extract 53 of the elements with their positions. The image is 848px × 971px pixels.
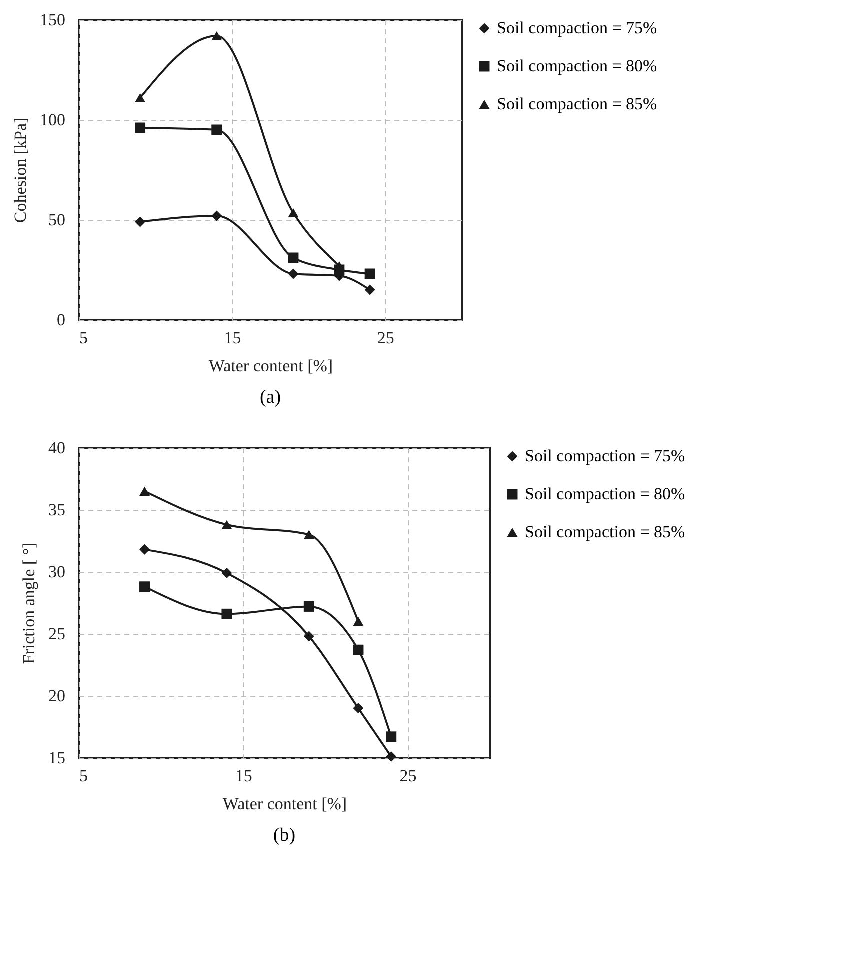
point (304, 601, 314, 612)
y-tick-label: 30 (48, 562, 66, 582)
y-tick-label: 35 (48, 500, 66, 520)
legend-label: Soil compaction = 80% (525, 484, 686, 504)
legend-label: Soil compaction = 85% (525, 522, 686, 542)
y-tick-label: 0 (57, 310, 66, 330)
legend-label: Soil compaction = 85% (497, 94, 658, 114)
point (212, 31, 222, 41)
point (222, 568, 232, 578)
x-tick-label: 25 (377, 328, 394, 348)
point (288, 208, 299, 218)
x-tick-label: 15 (235, 766, 252, 786)
point (304, 530, 314, 540)
point (288, 268, 299, 280)
point (364, 284, 376, 296)
point (140, 486, 150, 496)
y-tick-label: 100 (40, 110, 66, 130)
point (135, 93, 146, 103)
x-axis-title: Water content [%] (208, 356, 334, 376)
point (212, 124, 222, 136)
point (353, 644, 364, 656)
point (304, 631, 314, 642)
y-axis-title: Friction angle [ °] (20, 542, 38, 664)
y-tick-label: 50 (48, 210, 66, 230)
legend-label: Soil compaction = 75% (525, 446, 686, 466)
point (135, 122, 146, 134)
point (212, 210, 222, 222)
text: (a) (260, 387, 282, 408)
point (222, 520, 232, 530)
x-tick-label: 15 (224, 328, 242, 348)
y-axis-title: Cohesion [kPa] (11, 118, 30, 224)
y-tick-label: 150 (40, 10, 66, 30)
point (135, 216, 146, 228)
point (288, 252, 299, 264)
point (222, 608, 232, 620)
point (353, 617, 364, 626)
legend-label: Soil compaction = 75% (497, 18, 658, 38)
y-tick-label: 15 (48, 748, 66, 768)
x-tick-label: 5 (80, 766, 88, 786)
y-tick-label: 20 (48, 686, 66, 706)
point (140, 582, 150, 592)
point (353, 703, 364, 714)
y-tick-label: 25 (48, 624, 66, 644)
y-tick-label: 40 (48, 438, 66, 458)
x-tick-label: 5 (80, 328, 88, 348)
x-axis-title: Water content [%] (222, 794, 348, 814)
text: (b) (273, 825, 296, 846)
point (140, 544, 150, 555)
legend-label: Soil compaction = 80% (497, 56, 658, 76)
x-tick-label: 25 (400, 766, 417, 786)
point (386, 732, 397, 742)
point (364, 268, 376, 280)
point (386, 752, 397, 762)
